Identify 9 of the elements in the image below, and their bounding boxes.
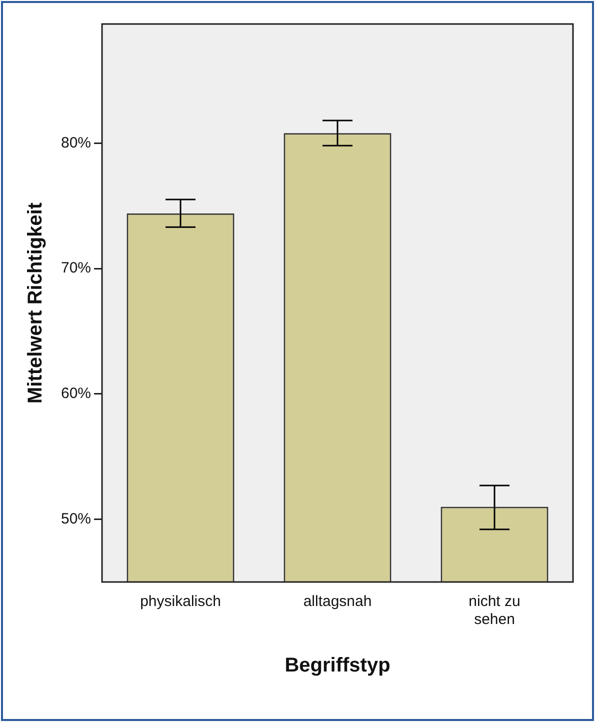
y-tick-label: 50%: [60, 510, 92, 528]
x-tick-label: nicht zu sehen: [468, 593, 520, 628]
x-tick-label: alltagsnah: [303, 593, 372, 610]
y-axis-title: Mittelwert Richtigkeit: [24, 202, 47, 404]
y-tick-label: 80%: [60, 134, 92, 152]
x-axis-title: Begriffstyp: [284, 654, 390, 677]
x-tick-label: physikalisch: [140, 593, 221, 610]
y-tick-label: 60%: [60, 385, 92, 402]
y-tick-label: 70%: [60, 260, 92, 277]
